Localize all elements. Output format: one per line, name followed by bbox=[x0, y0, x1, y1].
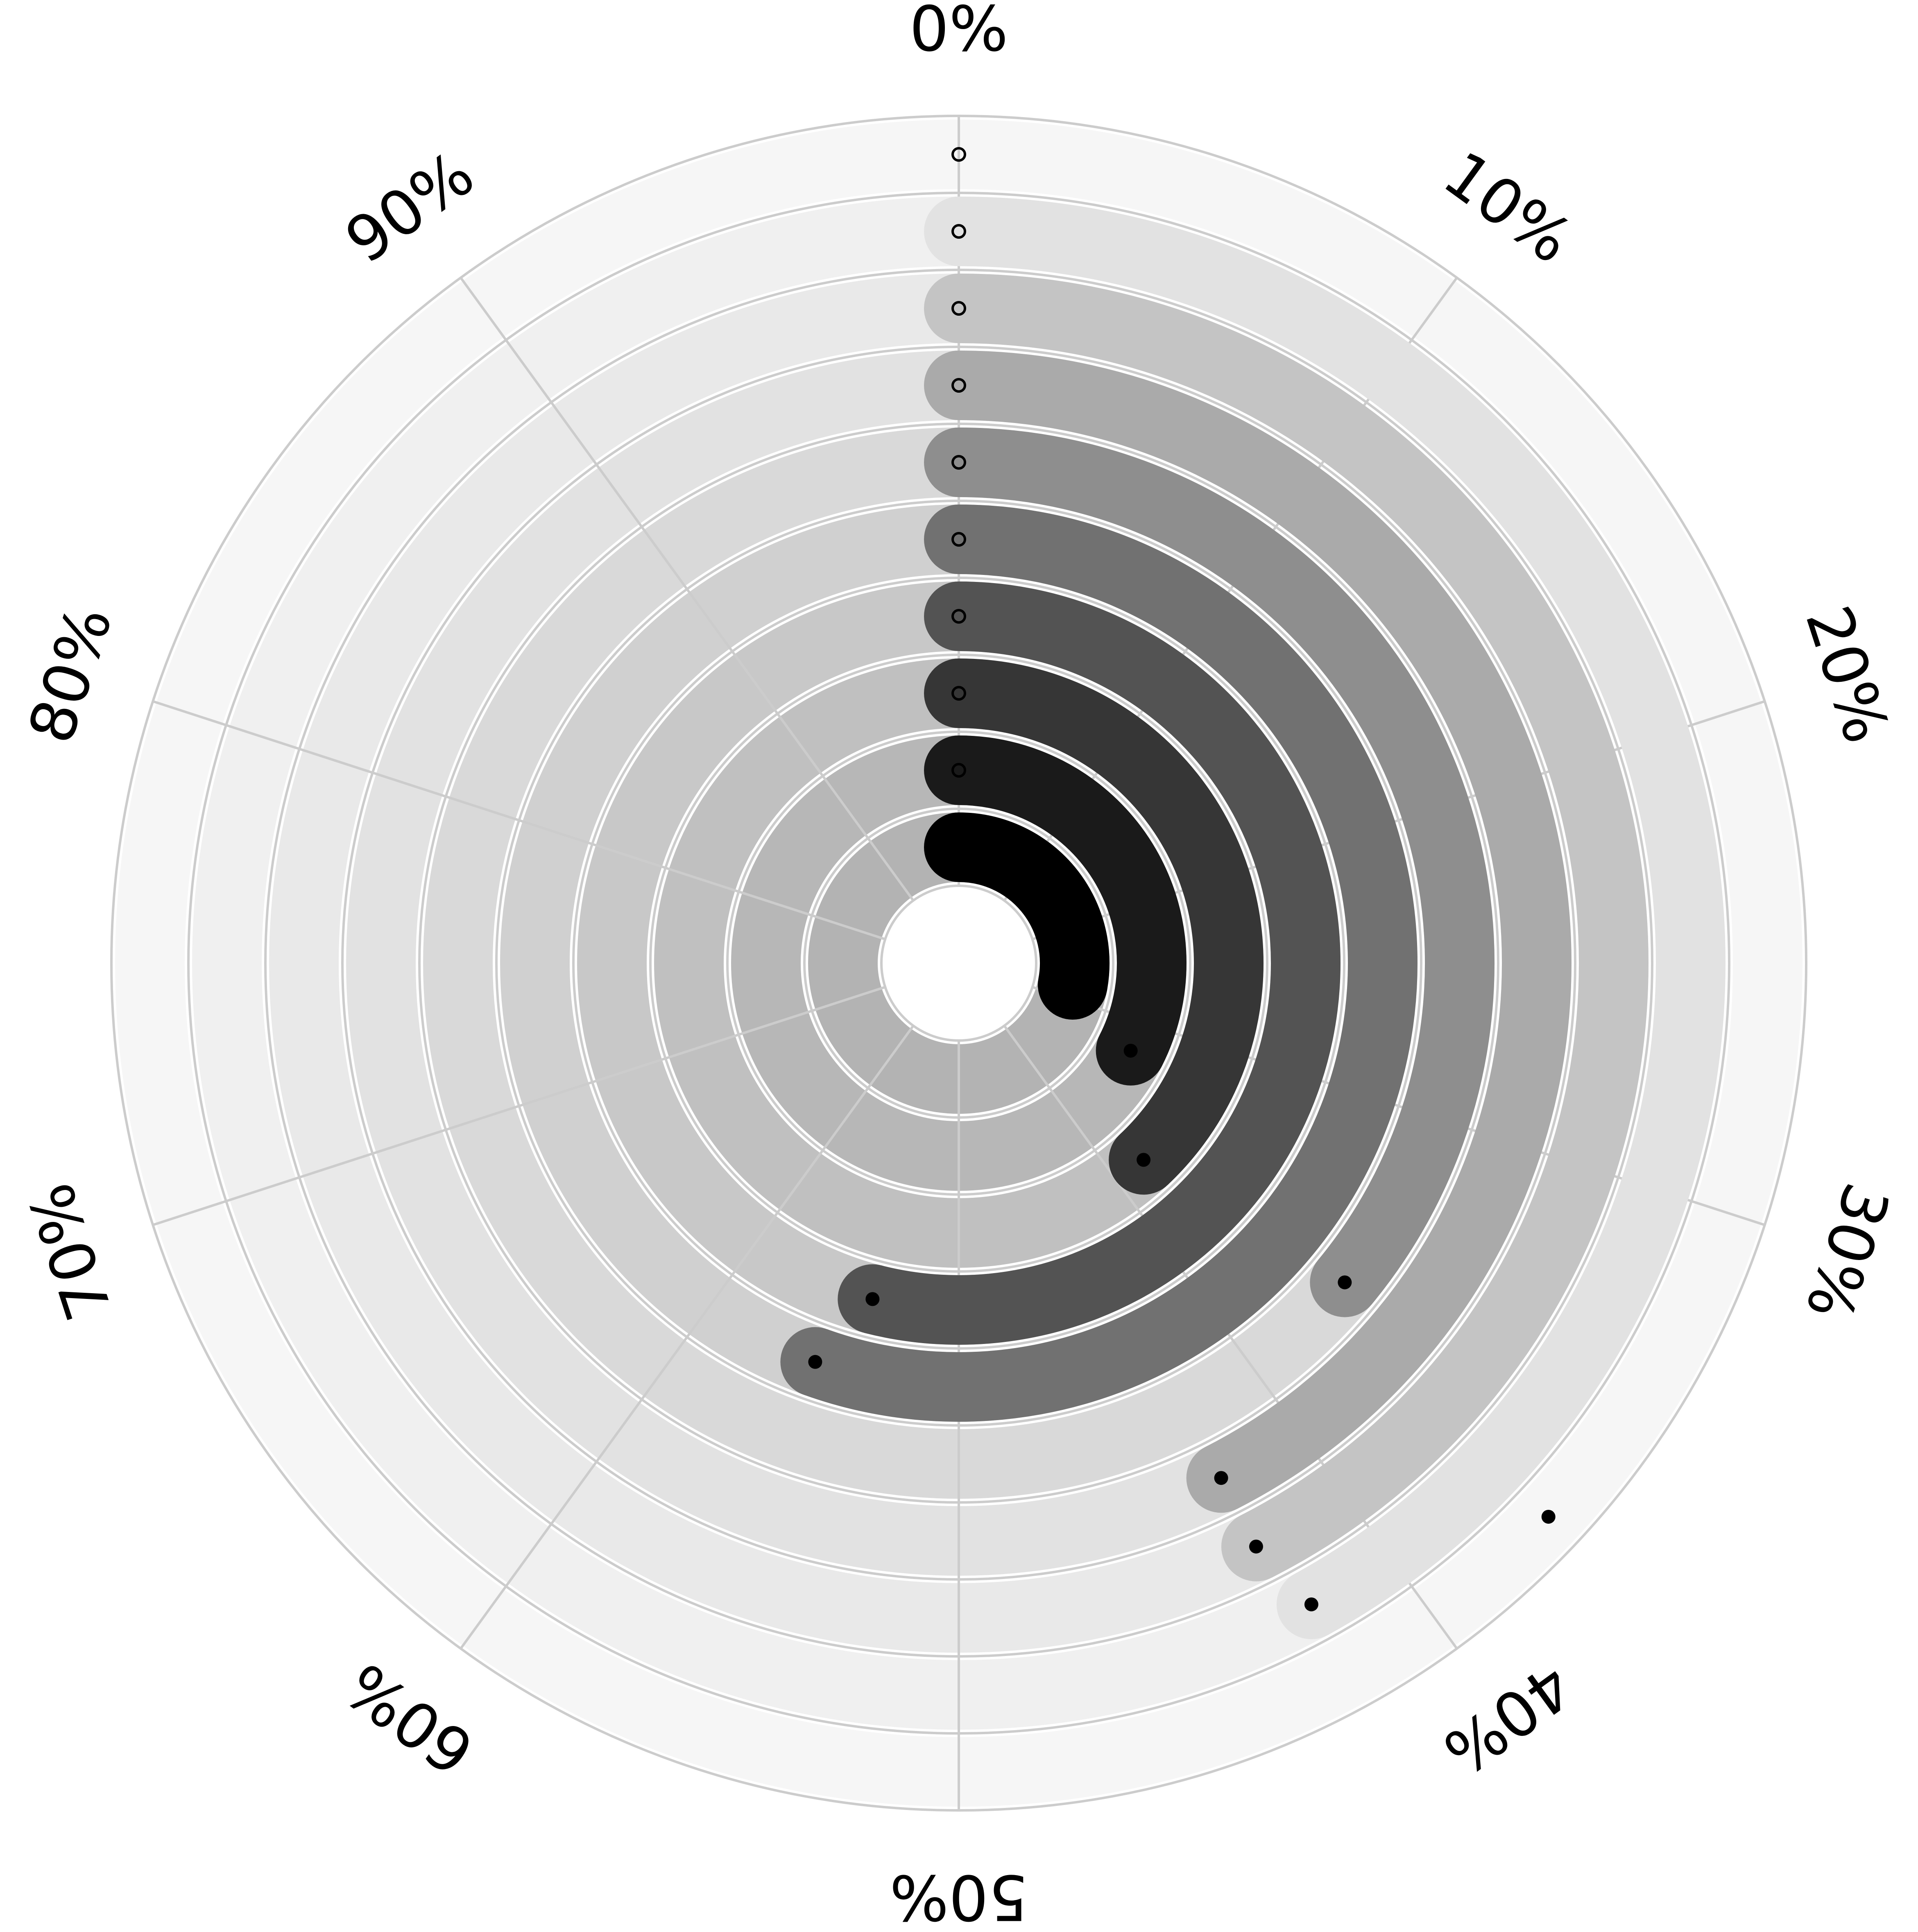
angular-tick-label: 50% bbox=[890, 1861, 1028, 1932]
ring-value-marker bbox=[1541, 1509, 1556, 1524]
ring-start-marker bbox=[951, 532, 966, 547]
angular-gridline bbox=[152, 700, 886, 941]
ring-start-marker bbox=[951, 840, 966, 855]
ring-bar bbox=[958, 197, 1726, 1635]
ring-value-marker bbox=[865, 1292, 880, 1306]
ring-value-marker bbox=[808, 1355, 822, 1369]
angular-tick-label: 20% bbox=[1791, 597, 1903, 751]
angular-tick-label: 0% bbox=[909, 0, 1008, 66]
ring-value-marker bbox=[1065, 978, 1080, 992]
ring-start-marker bbox=[951, 455, 966, 470]
ring-markers bbox=[808, 147, 1556, 1611]
ring-bar bbox=[958, 658, 1264, 1185]
ring-bar-start-cap bbox=[924, 812, 959, 882]
ring-bar bbox=[958, 351, 1572, 1509]
angular-tick-label: 80% bbox=[14, 597, 126, 751]
ring-start-marker bbox=[951, 763, 966, 778]
ring-start-marker bbox=[951, 301, 966, 316]
ring-grid-circle bbox=[880, 885, 1037, 1042]
ring-start-marker bbox=[951, 224, 966, 239]
ring-bar-start-cap bbox=[924, 351, 959, 420]
angular-tick-label: 60% bbox=[333, 1649, 487, 1789]
angular-tick-label: 10% bbox=[1431, 138, 1585, 278]
angular-tick-label: 70% bbox=[14, 1175, 126, 1329]
ring-start-marker bbox=[951, 686, 966, 701]
ring-start-marker bbox=[951, 609, 966, 624]
angular-tick-label: 40% bbox=[1431, 1649, 1585, 1789]
angular-gridline bbox=[460, 277, 915, 901]
ring-bar-start-cap bbox=[924, 504, 959, 574]
ring-bar-start-cap bbox=[924, 581, 959, 651]
angular-gridline bbox=[152, 986, 886, 1226]
ring-bar bbox=[958, 735, 1187, 1067]
ring-bar-start-cap bbox=[924, 428, 959, 497]
ring-value-marker bbox=[1338, 1275, 1352, 1290]
ring-bar bbox=[803, 504, 1418, 1422]
ring-value-marker bbox=[1123, 1043, 1138, 1058]
ring-bar-start-cap bbox=[924, 197, 959, 266]
ring-start-marker bbox=[951, 378, 966, 393]
ring-bar bbox=[864, 581, 1341, 1345]
ring-value-marker bbox=[1249, 1539, 1263, 1554]
angular-tick-label: 30% bbox=[1791, 1175, 1903, 1329]
ring-bar bbox=[958, 274, 1649, 1578]
angular-gridline bbox=[460, 1025, 915, 1649]
ring-value-marker bbox=[1304, 1597, 1318, 1611]
ring-value-marker bbox=[1137, 1153, 1151, 1167]
ring-bar-start-cap bbox=[924, 658, 959, 728]
angular-tick-label: 90% bbox=[333, 138, 487, 278]
ring-bar-start-cap bbox=[924, 274, 959, 343]
ring-value-marker bbox=[1214, 1471, 1228, 1485]
ring-start-marker bbox=[951, 147, 966, 162]
ring-bar bbox=[958, 428, 1495, 1305]
ring-bar-start-cap bbox=[924, 735, 959, 805]
ring-bars bbox=[780, 197, 1726, 1639]
